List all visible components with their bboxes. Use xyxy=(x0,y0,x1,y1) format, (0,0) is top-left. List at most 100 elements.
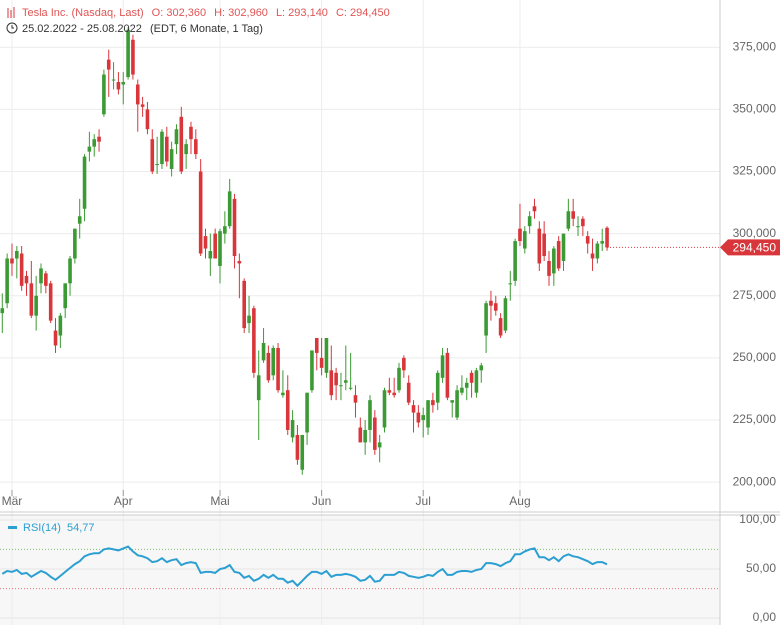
candle-body xyxy=(518,228,522,242)
candle-body xyxy=(164,136,169,162)
candle-body xyxy=(169,149,174,170)
candle-body xyxy=(213,233,217,259)
candle-body xyxy=(324,338,329,373)
candle-body xyxy=(513,241,517,281)
candle-body xyxy=(431,400,435,406)
candle-body xyxy=(392,392,396,396)
candle-body xyxy=(111,79,116,81)
candle-body xyxy=(218,231,222,266)
candle-body xyxy=(532,206,537,212)
candle-body xyxy=(527,216,532,227)
candle-body xyxy=(0,308,5,314)
candle-body xyxy=(329,370,334,396)
candle-body xyxy=(406,382,411,403)
candle-body xyxy=(295,434,300,460)
candle-body xyxy=(435,372,440,403)
candle-body xyxy=(227,191,232,227)
y-tick-label: 350,000 xyxy=(733,102,777,116)
candle-body xyxy=(508,283,513,285)
candle-body xyxy=(73,228,77,259)
candle-body xyxy=(310,350,314,391)
candle-body xyxy=(266,352,271,381)
candle-body xyxy=(77,216,82,224)
candle-body xyxy=(455,390,459,418)
candle-body xyxy=(155,164,159,166)
candle-body xyxy=(208,251,213,259)
candle-body xyxy=(53,330,58,346)
x-tick-label: Jun xyxy=(312,494,331,508)
candle-body xyxy=(48,283,53,321)
candle-body xyxy=(590,253,595,259)
x-tick-label: Mär xyxy=(2,494,23,508)
candle-body xyxy=(256,375,261,401)
candle-body xyxy=(237,260,242,264)
candle-body xyxy=(102,74,106,115)
candle-body xyxy=(426,400,430,428)
y-tick-label: 325,000 xyxy=(733,164,777,178)
candle-body xyxy=(82,156,87,209)
rsi-panel xyxy=(0,515,720,625)
candle-body xyxy=(440,355,445,378)
candle-body xyxy=(305,392,309,433)
instrument: Tesla Inc. (Nasdaq, Last) xyxy=(22,7,144,19)
candle-body xyxy=(290,420,295,438)
candle-body xyxy=(460,387,464,393)
candle-body xyxy=(300,434,305,470)
candle-body xyxy=(576,226,580,228)
candle-body xyxy=(145,109,150,130)
candle-body xyxy=(252,308,256,373)
candle-body xyxy=(489,300,493,306)
candle-body xyxy=(479,365,484,371)
candle-body xyxy=(450,400,455,403)
candle-body xyxy=(247,315,251,324)
header-line: Tesla Inc. (Nasdaq, Last) O: 302,360 H: 30… xyxy=(22,7,390,19)
candle-body xyxy=(135,84,140,105)
candle-body xyxy=(39,268,43,284)
candle-body xyxy=(121,82,126,85)
chart-icon xyxy=(7,7,15,18)
candle-body xyxy=(63,283,67,309)
candle-body xyxy=(542,233,546,256)
last-price-tag xyxy=(720,239,780,256)
rsi-tick-label: 0,00 xyxy=(753,610,777,624)
candle-body xyxy=(29,283,34,316)
clock-hand xyxy=(11,25,14,29)
y-tick-label: 375,000 xyxy=(733,39,777,53)
candle-body xyxy=(319,357,324,368)
candle-body xyxy=(194,139,198,155)
candle-body xyxy=(339,385,343,387)
candle-body xyxy=(552,248,556,274)
candle-body xyxy=(131,39,135,75)
rsi-last: 54,77 xyxy=(67,522,95,534)
candle-body xyxy=(203,236,208,249)
candle-body xyxy=(605,227,609,248)
candle-body xyxy=(523,231,527,249)
candle-body xyxy=(106,59,111,70)
rsi-legend-swatch xyxy=(8,526,17,529)
candle-body xyxy=(285,390,290,430)
candle-body xyxy=(484,303,488,336)
candle-body xyxy=(92,139,97,147)
candle-body xyxy=(160,131,164,165)
candle-body xyxy=(373,417,377,450)
low: L: 293,140 xyxy=(276,7,328,19)
candle-body xyxy=(503,298,508,331)
close: C: 294,450 xyxy=(336,7,390,19)
candle-body xyxy=(44,273,48,286)
candle-body xyxy=(314,338,319,353)
grid xyxy=(0,0,720,625)
candle-body xyxy=(15,251,19,259)
last-price-label: 294,450 xyxy=(733,241,777,255)
candle-body xyxy=(556,241,561,269)
candle-body xyxy=(10,258,14,264)
candle-body xyxy=(68,258,72,284)
candle-body xyxy=(464,382,469,388)
candle-body xyxy=(498,318,503,336)
y-tick-label: 225,000 xyxy=(733,412,777,426)
candle-body xyxy=(334,372,338,386)
candle-body xyxy=(198,171,203,254)
x-tick-label: Mai xyxy=(210,494,229,508)
candle-body xyxy=(87,146,92,152)
candle-body xyxy=(116,82,121,90)
